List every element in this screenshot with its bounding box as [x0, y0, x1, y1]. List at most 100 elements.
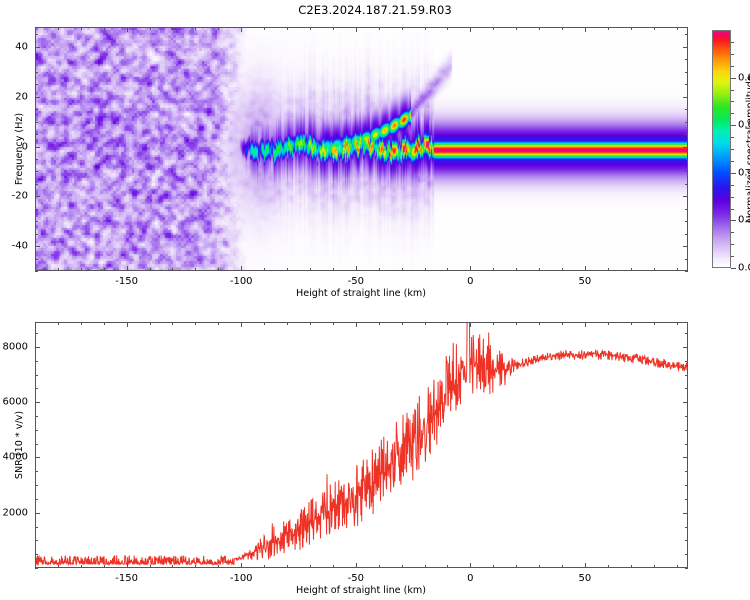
- x-tick-minor: [332, 268, 334, 271]
- x-tick-minor: [287, 268, 289, 271]
- x-tick-major: [470, 27, 472, 32]
- x-tick-minor: [264, 565, 266, 568]
- x-tick-label: -50: [347, 573, 364, 584]
- x-tick-minor: [653, 565, 655, 568]
- colorbar-tick: [731, 220, 736, 222]
- colorbar-tick-label: 0.6: [738, 119, 750, 131]
- y-tick-minor: [685, 271, 688, 272]
- y-tick-minor: [35, 429, 38, 431]
- x-tick-label: -50: [347, 276, 364, 287]
- x-tick-minor: [539, 268, 541, 271]
- y-tick-label: 40: [15, 41, 28, 53]
- y-tick-major: [683, 457, 688, 459]
- x-tick-minor: [516, 268, 518, 271]
- y-tick-minor: [35, 208, 38, 210]
- x-tick-minor: [561, 268, 563, 271]
- y-tick-minor: [685, 360, 688, 362]
- y-tick-major: [35, 346, 40, 348]
- colorbar-gradient: [712, 30, 731, 268]
- y-tick-minor: [35, 471, 38, 473]
- x-tick-minor: [287, 565, 289, 568]
- y-tick-major: [35, 46, 40, 48]
- x-tick-minor: [447, 322, 449, 325]
- y-tick-minor: [35, 59, 38, 61]
- x-tick-minor: [401, 268, 403, 271]
- x-tick-major: [355, 266, 357, 271]
- x-tick-minor: [149, 322, 151, 325]
- y-tick-minor: [685, 568, 688, 569]
- colorbar-tick-minor: [731, 244, 734, 246]
- x-tick-minor: [264, 27, 266, 30]
- y-tick-minor: [685, 134, 688, 136]
- y-tick-minor: [685, 388, 688, 390]
- x-tick-minor: [539, 322, 541, 325]
- x-tick-minor: [287, 322, 289, 325]
- snr-xaxis-title: Height of straight line (km): [295, 585, 427, 596]
- x-tick-minor: [35, 27, 36, 30]
- x-tick-minor: [493, 322, 495, 325]
- x-tick-minor: [332, 27, 334, 30]
- y-tick-major: [35, 246, 40, 248]
- y-tick-minor: [35, 443, 38, 445]
- y-tick-major: [683, 196, 688, 198]
- y-tick-major: [683, 246, 688, 248]
- y-tick-minor: [685, 171, 688, 173]
- y-tick-minor: [685, 84, 688, 86]
- x-tick-minor: [80, 268, 82, 271]
- spectrogram-image: [35, 27, 688, 271]
- y-tick-major: [35, 457, 40, 459]
- y-tick-minor: [685, 109, 688, 111]
- y-tick-minor: [685, 485, 688, 487]
- x-tick-major: [241, 322, 243, 327]
- y-tick-minor: [35, 183, 38, 185]
- x-tick-minor: [539, 27, 541, 30]
- x-tick-minor: [607, 268, 609, 271]
- x-tick-minor: [516, 565, 518, 568]
- x-tick-minor: [378, 322, 380, 325]
- x-tick-minor: [378, 565, 380, 568]
- x-tick-minor: [57, 268, 59, 271]
- colorbar-tick-minor: [731, 149, 734, 150]
- x-tick-major: [355, 322, 357, 327]
- y-tick-major: [683, 346, 688, 348]
- x-tick-major: [355, 27, 357, 32]
- colorbar-tick: [731, 77, 736, 79]
- y-tick-major: [35, 96, 40, 98]
- y-tick-label: 2000: [2, 507, 28, 519]
- x-tick-minor: [493, 268, 495, 271]
- y-tick-minor: [685, 333, 688, 335]
- y-tick-minor: [685, 71, 688, 73]
- y-tick-minor: [35, 71, 38, 73]
- y-tick-major: [35, 402, 40, 404]
- x-tick-minor: [401, 27, 403, 30]
- x-tick-major: [126, 27, 128, 32]
- colorbar-tick-label: 0.8: [738, 72, 750, 84]
- x-tick-label: 50: [578, 573, 592, 584]
- y-tick-major: [683, 512, 688, 514]
- x-tick-minor: [676, 565, 678, 568]
- y-tick-minor: [685, 121, 688, 123]
- x-tick-minor: [149, 565, 151, 568]
- colorbar-tick-minor: [731, 41, 734, 43]
- x-tick-minor: [149, 27, 151, 30]
- y-tick-major: [35, 146, 40, 148]
- y-tick-minor: [685, 540, 688, 542]
- x-tick-major: [584, 563, 586, 568]
- y-tick-minor: [35, 374, 38, 376]
- x-tick-minor: [35, 565, 36, 568]
- x-tick-label: 0: [467, 276, 474, 287]
- y-tick-minor: [35, 485, 38, 487]
- x-tick-minor: [607, 322, 609, 325]
- x-tick-minor: [195, 268, 197, 271]
- y-tick-minor: [35, 540, 38, 542]
- x-tick-minor: [332, 565, 334, 568]
- x-tick-minor: [218, 565, 220, 568]
- colorbar-tick-minor: [731, 89, 734, 91]
- colorbar-tick-minor: [731, 160, 734, 162]
- x-tick-minor: [676, 322, 678, 325]
- colorbar-tick-label: 0.2: [738, 214, 750, 226]
- x-tick-label: -100: [229, 573, 253, 584]
- y-tick-minor: [685, 158, 688, 160]
- x-tick-minor: [653, 27, 655, 30]
